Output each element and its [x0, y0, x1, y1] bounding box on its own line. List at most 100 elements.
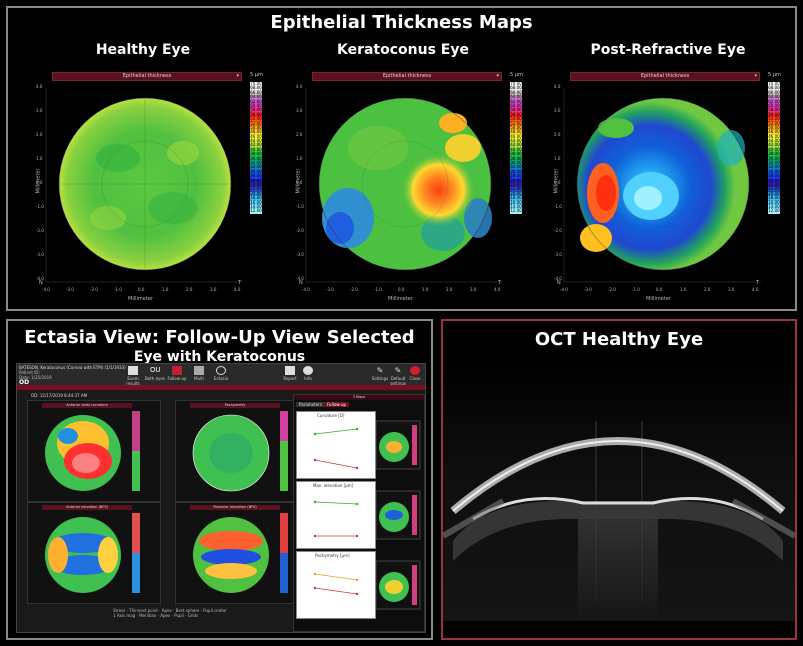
- toolbar-both-eyes[interactable]: OU Both eyes: [145, 366, 165, 381]
- epithelial-maps-panel: Epithelial Thickness Maps Healthy Eye Ep…: [6, 6, 797, 311]
- y-tick: -1.0: [296, 204, 304, 209]
- panel-title: Ectasia View: Follow-Up View Selected: [24, 327, 415, 348]
- x-tick: 0.0: [656, 287, 663, 292]
- scale-step: 22.00: [250, 186, 262, 192]
- y-tick: 3.0: [296, 108, 303, 113]
- corner-n: N: [299, 280, 303, 286]
- y-tick: -2.0: [296, 228, 304, 233]
- scale-step: 34.00: [250, 160, 262, 166]
- report-icon: [285, 366, 295, 375]
- scale-step: 54.00: [250, 116, 262, 122]
- unit-label: 5 µm: [250, 72, 263, 78]
- y-tick: 0.0: [36, 180, 43, 185]
- ou-icon: OU: [150, 366, 161, 374]
- scale-step: 42.00: [510, 142, 522, 148]
- toolbar-follow-up[interactable]: Follow-up: [166, 366, 188, 381]
- scale-step: 36.00: [768, 155, 780, 162]
- scale-step: 48.00: [510, 129, 522, 135]
- toolbar-close[interactable]: Close: [407, 366, 423, 381]
- x-tick: -4.0: [302, 287, 310, 292]
- x-tick: -1.0: [114, 287, 122, 292]
- scale-step: 16.00: [510, 199, 522, 205]
- toolbar-exam-results[interactable]: Exam results: [122, 366, 144, 386]
- scale-step: 36.00: [510, 155, 522, 162]
- scale-step: 50.00: [510, 124, 522, 131]
- graph-max-elevation: Max. elevation [µm]: [296, 481, 376, 549]
- x-tick: -1.0: [374, 287, 382, 292]
- scale-step: 66.00: [768, 89, 780, 96]
- minimap-dropdown[interactable]: Anterior axial curvature: [42, 403, 132, 408]
- patient-date: Date: 1/25/2019: [19, 375, 52, 380]
- tab-parameters[interactable]: Parameters: [296, 402, 325, 407]
- map-dropdown[interactable]: Epithelial thickness ▾: [52, 72, 242, 81]
- y-tick: 2.0: [554, 132, 561, 137]
- color-scale: 70.00 68.00 66.00 64.00 62.00 60.00 58.00 56.00…: [768, 81, 780, 214]
- wrench-icon: ✎: [376, 366, 384, 375]
- y-tick: -1.0: [554, 204, 562, 209]
- toolbar-multi[interactable]: Multi: [188, 366, 210, 381]
- scale-step: 60.00: [510, 102, 522, 109]
- minimap-anterior-elevation: Anterior elevation (BFS): [27, 502, 161, 604]
- scale-step: 68.00: [250, 85, 262, 91]
- y-tick: 0.0: [554, 180, 561, 185]
- y-tick: 1.0: [296, 156, 303, 161]
- toolbar-ectasia[interactable]: Ectasia: [210, 366, 232, 381]
- scale-step: 62.00: [250, 98, 262, 104]
- scale-step: 14.00: [250, 203, 262, 210]
- color-scale: 70.00 68.00 66.00 64.00 62.00 60.00 58.00 56.00…: [510, 81, 522, 214]
- scale-step: 50.00: [768, 124, 780, 131]
- corner-t: T: [498, 280, 502, 286]
- scale-step: 18.00: [250, 195, 262, 201]
- scale-step: 46.00: [768, 133, 780, 140]
- scale-step: 52.00: [250, 120, 262, 126]
- follow-up-icon: [172, 366, 182, 375]
- scale-step: 66.00: [250, 89, 262, 96]
- x-tick: 1.0: [680, 287, 687, 292]
- color-scale: 70.00 68.00 66.00 64.00 62.00 60.00 58.00 56.00…: [250, 81, 262, 214]
- x-tick: -3.0: [326, 287, 334, 292]
- map-dropdown[interactable]: Epithelial thickness ▾: [570, 72, 760, 81]
- minimap-dropdown[interactable]: Anterior elevation (BFS): [42, 505, 132, 510]
- y-tick: 1.0: [554, 156, 561, 161]
- patient-name: BATESON, Keratoconus (Cornea with ETM) (…: [19, 365, 126, 370]
- scale-step: 28.00: [768, 173, 780, 179]
- unit-label: 5 µm: [510, 72, 523, 78]
- follow-up-pane: 3 Maps Parameters Follow-up Curvature [D…: [293, 394, 425, 632]
- minimap-dropdown[interactable]: Pachymetry: [190, 403, 280, 408]
- tab-follow-up[interactable]: Follow-up: [324, 402, 350, 407]
- scale-step: 40.00: [510, 146, 522, 153]
- x-tick: 4.0: [752, 287, 759, 292]
- scale-step: 12.00: [250, 208, 262, 214]
- panel-subtitle: Eye with Keratoconus: [133, 349, 306, 365]
- y-tick: -3.0: [296, 252, 304, 257]
- scale-step: 40.00: [250, 146, 262, 153]
- x-tick: -4.0: [42, 287, 50, 292]
- toolbar-report[interactable]: Report: [279, 366, 301, 381]
- oct-panel: OCT Healthy Eye: [441, 319, 797, 640]
- map-title-post-refractive: Post-Refractive Eye: [590, 42, 746, 58]
- scale-step: 20.00: [510, 190, 522, 197]
- scale-step: 20.00: [250, 190, 262, 197]
- map-title-healthy: Healthy Eye: [95, 42, 191, 58]
- multi-icon: [194, 366, 204, 375]
- scale-step: 48.00: [250, 129, 262, 135]
- scale-step: 26.00: [250, 177, 262, 183]
- toolbar-info[interactable]: Info: [297, 366, 319, 381]
- x-tick: -2.0: [90, 287, 98, 292]
- graph-pachymetry: Pachymetry [µm]: [296, 551, 376, 619]
- scale-step: 34.00: [768, 160, 780, 166]
- y-tick: 4.0: [36, 84, 43, 89]
- y-tick: -4.0: [296, 276, 304, 281]
- graph-title: Curvature [D]: [317, 413, 345, 418]
- legend: Stress · Thinnest point · Apex · Best sp…: [113, 608, 227, 618]
- exam-results-icon: [128, 366, 138, 375]
- map-dropdown[interactable]: Epithelial thickness ▾: [312, 72, 502, 81]
- graph-title: Pachymetry [µm]: [315, 553, 350, 558]
- x-tick: 3.0: [210, 287, 217, 292]
- oct-scan-image: [443, 361, 795, 621]
- x-tick: -3.0: [66, 287, 74, 292]
- toolbar-settings[interactable]: ✎ Settings: [371, 366, 389, 381]
- minimap-dropdown[interactable]: Posterior elevation (BFS): [190, 505, 280, 510]
- scale-step: 58.00: [768, 107, 780, 113]
- toolbar-default-settings[interactable]: ✎ Default settings: [390, 366, 406, 386]
